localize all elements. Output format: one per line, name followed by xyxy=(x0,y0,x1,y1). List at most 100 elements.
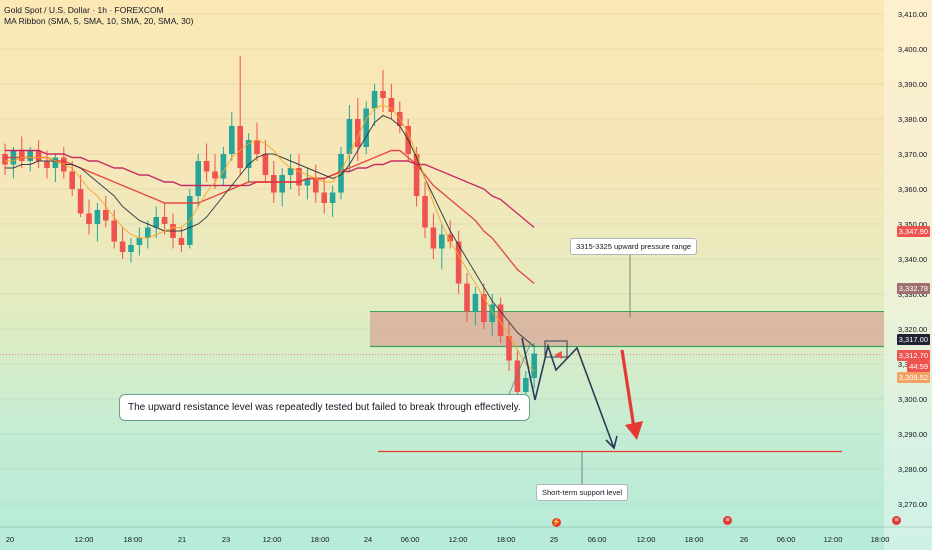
time-tick-label: 06:00 xyxy=(588,535,607,544)
candle-body xyxy=(355,119,361,147)
current-price-label: 3,312.70 xyxy=(896,350,930,361)
time-tick-label: 06:00 xyxy=(777,535,796,544)
candle-body xyxy=(514,360,521,392)
sma10-line xyxy=(5,114,535,347)
time-tick-label: 18:00 xyxy=(871,535,890,544)
candle-body xyxy=(19,150,25,161)
price-tick-label: 3,400.00 xyxy=(898,45,927,54)
earnings-event-icon[interactable]: ⚡ xyxy=(552,518,561,527)
candle-body xyxy=(447,234,453,242)
candle-body xyxy=(304,178,311,186)
price-tick-label: 3,370.00 xyxy=(898,150,927,159)
candle-body xyxy=(329,192,336,203)
candle-body xyxy=(481,294,487,322)
price-tick-label: 3,410.00 xyxy=(898,10,927,19)
candle-body xyxy=(2,154,8,165)
candle-body xyxy=(472,294,479,312)
time-tick-label: 18:00 xyxy=(685,535,704,544)
candle-body xyxy=(321,192,327,203)
price-tick-label: 3,280.00 xyxy=(898,465,927,474)
candle-body xyxy=(262,154,269,175)
candle-body xyxy=(380,91,386,98)
candle-body xyxy=(136,238,143,245)
chart-legend: Gold Spot / U.S. Dollar · 1h · FOREXCOM … xyxy=(4,5,193,27)
candle-body xyxy=(128,245,134,252)
price-tick-label: 3,340.00 xyxy=(898,255,927,264)
price-label-317: 3,317.00 xyxy=(896,334,930,345)
pressure-zone xyxy=(370,311,884,347)
overlay-layer xyxy=(378,251,842,484)
candle-body xyxy=(161,217,168,224)
test-box xyxy=(544,340,568,358)
candle-body xyxy=(178,238,185,245)
time-tick-label: 12:00 xyxy=(824,535,843,544)
candle-body xyxy=(346,119,353,154)
candle-body xyxy=(212,171,218,179)
bearish-arrow-shaft xyxy=(620,349,636,429)
symbol-title[interactable]: Gold Spot / U.S. Dollar · 1h · FOREXCOM xyxy=(4,5,164,15)
candle-body xyxy=(119,241,126,252)
candle-body xyxy=(271,175,277,193)
projection-path xyxy=(521,337,615,449)
time-tick-label: 12:00 xyxy=(637,535,656,544)
candle-body xyxy=(296,168,302,186)
sma20-line xyxy=(5,149,535,285)
price-tick-label: 3,360.00 xyxy=(898,185,927,194)
flag-event-icon[interactable]: ≡ xyxy=(723,516,732,525)
candle-body xyxy=(35,150,42,161)
candle-body xyxy=(388,98,395,112)
price-axis-bg xyxy=(884,0,932,550)
time-tick-label: 12:00 xyxy=(263,535,282,544)
candle-body xyxy=(464,283,470,312)
candle-body xyxy=(430,227,437,249)
resistance-note-annotation[interactable]: The upward resistance level was repeated… xyxy=(119,394,530,421)
time-tick-label: 25 xyxy=(550,535,558,544)
candle-body xyxy=(77,189,84,214)
candle-body xyxy=(506,336,512,361)
candle-body xyxy=(153,217,159,228)
price-tick-label: 3,270.00 xyxy=(898,500,927,509)
candle-body xyxy=(363,108,369,147)
candle-body xyxy=(371,91,378,109)
candle-body xyxy=(254,140,260,154)
price-axis[interactable]: 3,270.003,280.003,290.003,300.003,310.00… xyxy=(884,0,932,550)
time-tick-label: 18:00 xyxy=(124,535,143,544)
time-tick-label: 26 xyxy=(740,535,748,544)
pressure-zone-layer xyxy=(0,311,884,355)
candle-body xyxy=(44,161,50,168)
support-level-annotation[interactable]: Short-term support level xyxy=(536,484,629,501)
candle-body xyxy=(69,171,75,189)
bar-countdown-label: 44:59 xyxy=(907,361,930,372)
time-tick-label: 18:00 xyxy=(497,535,516,544)
time-axis[interactable]: 20 12:00 18:00 21 23 12:00 18:00 24 06:00 12:00 18… xyxy=(0,526,932,544)
time-tick-label: 12:00 xyxy=(75,535,94,544)
price-tick-label: 3,390.00 xyxy=(898,80,927,89)
candle-body xyxy=(287,168,294,175)
time-tick-label: 24 xyxy=(364,535,372,544)
candle-body xyxy=(195,161,201,196)
candle-body xyxy=(439,234,445,249)
price-label-309: 3,309.52 xyxy=(896,372,930,383)
candle-body xyxy=(145,227,151,238)
time-tick-label: 20 xyxy=(6,535,14,544)
price-tick-label: 3,300.00 xyxy=(898,395,927,404)
candle-body xyxy=(279,175,285,193)
flag-event-icon-2[interactable]: ≡ xyxy=(892,516,901,525)
pressure-range-annotation[interactable]: 3315-3325 upward pressure range xyxy=(570,238,698,255)
sma5-line xyxy=(5,104,535,372)
time-tick-label: 06:00 xyxy=(401,535,420,544)
candle-body xyxy=(103,210,109,221)
bearish-arrow-head xyxy=(625,421,643,440)
candle-body xyxy=(220,154,227,179)
moving-average-layer xyxy=(5,104,535,372)
indicator-label[interactable]: MA Ribbon (SMA, 5, SMA, 10, SMA, 20, SMA… xyxy=(4,16,194,26)
candle-body xyxy=(497,304,504,336)
candle-body xyxy=(313,178,319,193)
candle-body xyxy=(237,126,243,168)
candle-body xyxy=(27,150,33,161)
candle-body xyxy=(203,161,210,172)
candle-body xyxy=(245,140,252,168)
price-tick-label: 3,330.00 xyxy=(898,290,927,299)
